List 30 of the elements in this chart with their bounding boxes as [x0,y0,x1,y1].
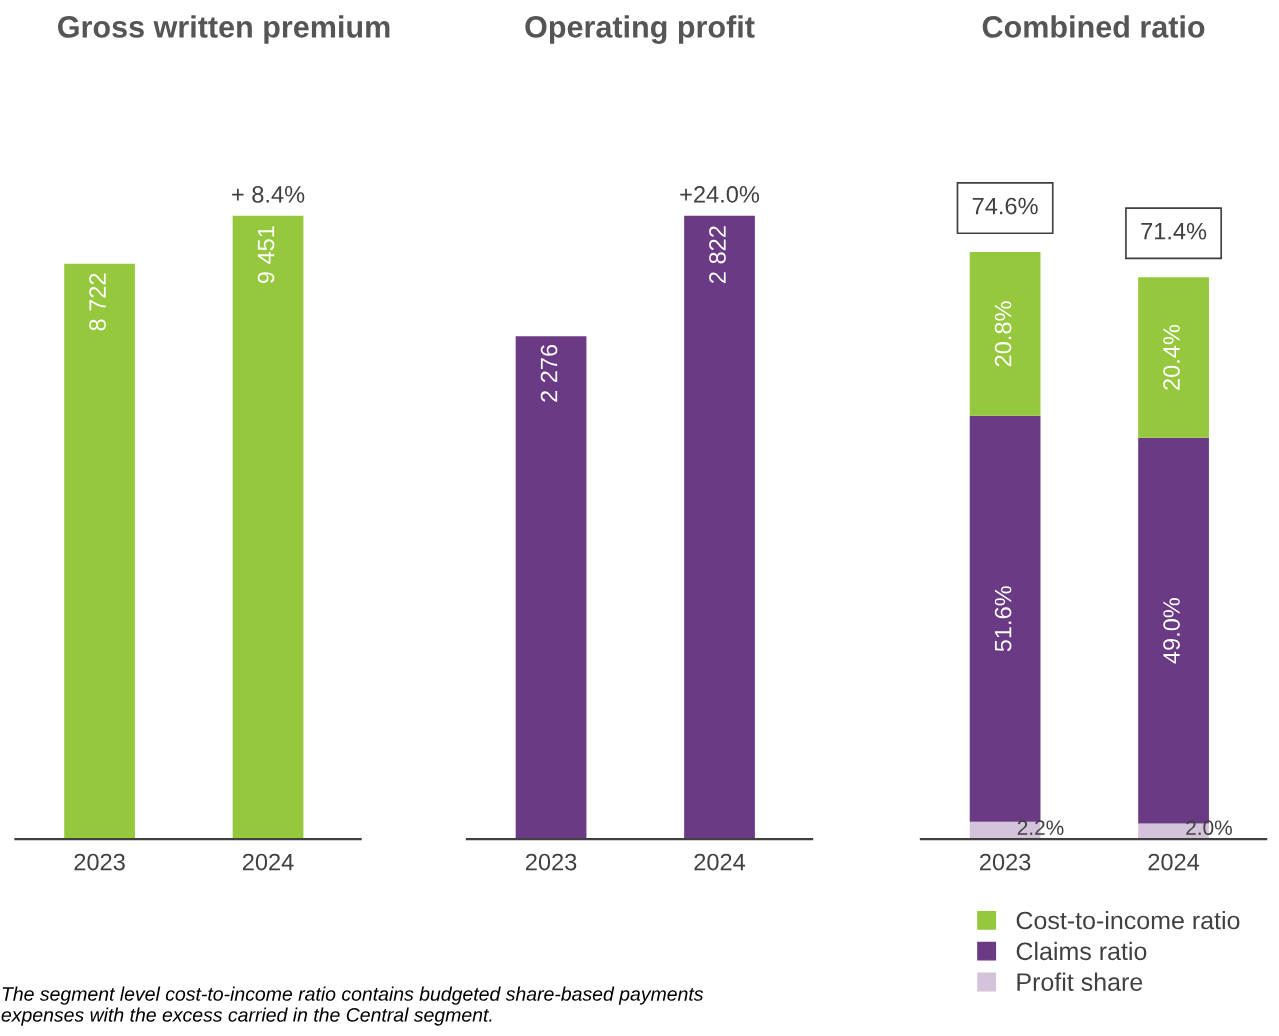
text: The segment level cost-to-income ratio contains budgeted share-based payments expenses with the excess carried in the Central segment. [1,986,704,1026]
x-tick-label: 2024 [242,853,294,871]
annotation: +24.0% [680,186,760,203]
data-label: 20.4% [1163,324,1180,390]
bar [1138,277,1209,438]
x-tick-label: 2024 [1148,853,1200,871]
x-tick-label: 2023 [525,853,577,871]
x-tick-label: 2023 [74,853,125,871]
chart-title: Operating profit [525,15,755,44]
legend-label: Cost-to-income ratio [1016,910,1240,930]
data-label: 2.0% [1186,820,1232,836]
bar [969,252,1041,416]
legend-label: Claims ratio [1016,941,1147,961]
data-label: 8 722 [89,273,106,331]
x-tick-label: 2024 [694,853,746,871]
data-label: 51.6% [994,586,1012,652]
chart-title: Combined ratio [982,15,1205,38]
data-label: 2.2% [1017,820,1064,835]
data-label: 9 451 [257,226,275,284]
chart-title: Gross written premium [58,15,390,44]
x-tick-label: 2023 [980,853,1031,871]
data-label: 2 276 [540,344,558,402]
data-label: 20.8% [994,301,1012,367]
total-label: 74.6% [972,197,1038,215]
annotation: + 8.4% [232,186,305,203]
legend-label: Profit share [1017,972,1143,991]
bar [969,415,1041,822]
data-label: 49.0% [1163,597,1180,664]
data-label: 2 822 [709,226,726,283]
total-label: 71.4% [1141,222,1207,240]
